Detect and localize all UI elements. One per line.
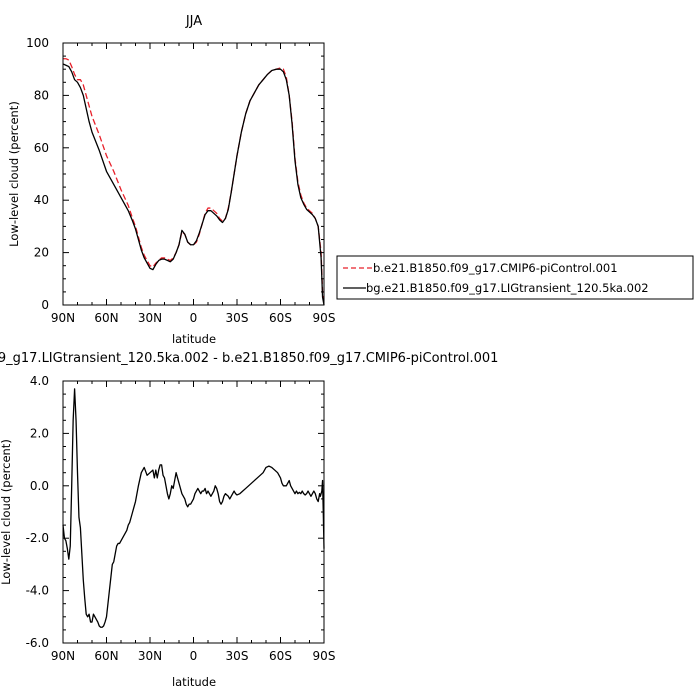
x-tick-label: 90N: [51, 311, 75, 325]
y-tick-label: -4.0: [26, 584, 49, 598]
y-tick-label: 0: [41, 298, 49, 312]
series-line-1-0: [62, 388, 325, 628]
x-tick-label: 60N: [94, 311, 118, 325]
y-tick-label: 4.0: [30, 374, 49, 388]
x-tick-label: 0: [190, 311, 198, 325]
x-tick-label: 60S: [269, 649, 292, 663]
y-tick-label: 100: [26, 36, 49, 50]
y-axis-label-top: Low-level cloud (percent): [7, 101, 21, 247]
legend-box: [336, 255, 694, 300]
y-tick-label: 20: [34, 246, 49, 260]
plot-frame-bottom: [62, 380, 325, 644]
plot-frame-top: [62, 42, 325, 306]
y-axis-label-bottom: Low-level cloud (percent): [0, 439, 13, 585]
series-line-0-1: [62, 63, 325, 306]
legend-entry-LIGtransient: bg.e21.B1850.f09_g17.LIGtransient_120.5k…: [366, 281, 649, 295]
plot-bottom: bg.e21.B1850.f09_g17.LIGtransient_120.5k…: [0, 351, 498, 689]
x-tick-label: 30N: [138, 649, 162, 663]
x-tick-label: 90N: [51, 649, 75, 663]
plot-title-bottom: bg.e21.B1850.f09_g17.LIGtransient_120.5k…: [0, 351, 498, 366]
plot-title-top: JJA: [185, 14, 202, 29]
y-tick-label: -6.0: [26, 636, 49, 650]
x-tick-label: 30S: [226, 311, 249, 325]
x-tick-label: 0: [190, 649, 198, 663]
plot-top: JJA 90N 60N 30N 0 30S 60S 90S 0 20 40 60 80 100 Low-…: [7, 14, 694, 346]
x-tick-label: 60N: [94, 649, 118, 663]
x-tick-label: 90S: [313, 311, 336, 325]
y-tick-label: 0.0: [30, 479, 49, 493]
x-axis-label-bottom: latitude: [172, 675, 216, 689]
x-axis-label-top: latitude: [172, 332, 216, 346]
x-tick-label: 60S: [269, 311, 292, 325]
x-tick-label: 30N: [138, 311, 162, 325]
x-tick-label: 30S: [226, 649, 249, 663]
series-line-0-0: [63, 58, 325, 306]
legend-entry-piControl: b.e21.B1850.f09_g17.CMIP6-piControl.001: [373, 261, 618, 275]
x-tick-label: 90S: [313, 649, 336, 663]
legend: b.e21.B1850.f09_g17.CMIP6-piControl.001 …: [336, 255, 694, 300]
y-tick-label: 80: [34, 88, 49, 102]
y-tick-label: 40: [34, 193, 49, 207]
y-tick-label: -2.0: [26, 531, 49, 545]
y-tick-label: 2.0: [30, 426, 49, 440]
y-tick-label: 60: [34, 141, 49, 155]
